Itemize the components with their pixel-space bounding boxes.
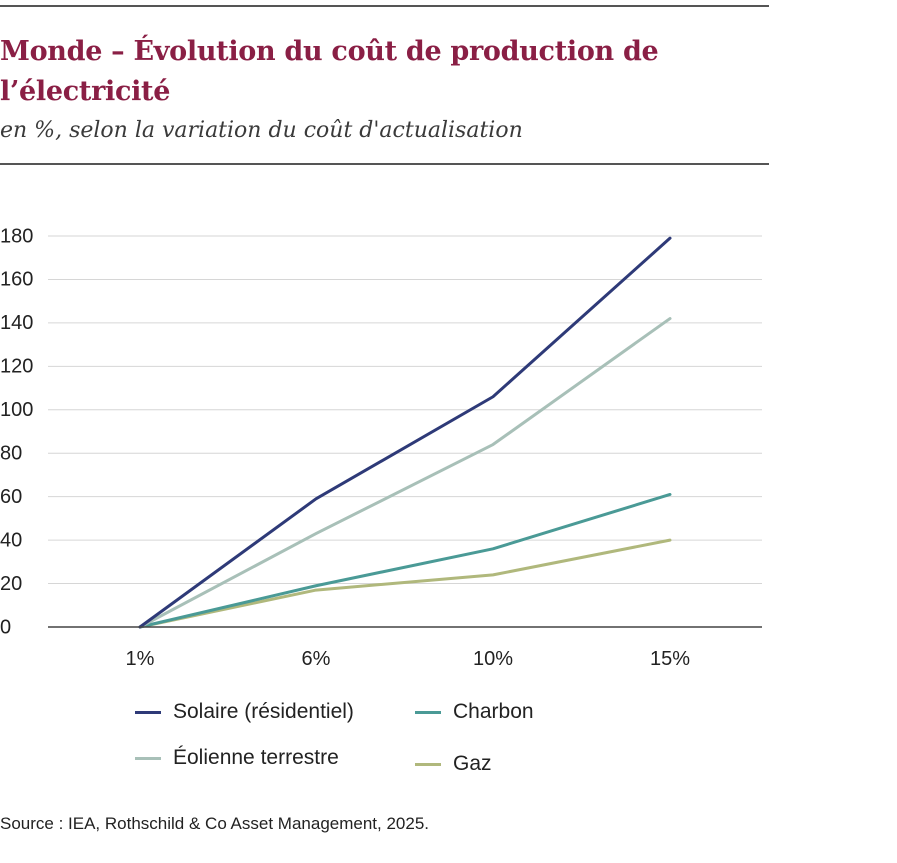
y-tick-label: 80 [0,443,22,465]
series-line [138,492,672,629]
legend-label-solaire: Solaire (résidentiel) [173,700,354,723]
chart-title: Monde – Évolution du coût de production … [0,36,659,107]
series-line [138,538,672,629]
y-tick-label: 140 [0,312,33,334]
legend-item-eolienne: Éolienne terrestre [135,746,339,770]
x-tick-label: 15% [650,648,690,670]
header-rule [0,163,769,165]
legend-item-gaz: Gaz [415,752,492,776]
x-tick-label: 1% [126,648,155,670]
legend-swatch-solaire [135,710,161,714]
y-tick-label: 180 [0,225,33,247]
legend-label-charbon: Charbon [453,700,534,723]
legend-swatch-charbon [415,710,441,714]
y-tick-label: 100 [0,399,33,421]
series-line [138,317,672,629]
legend: Solaire (résidentiel) Charbon Éolienne t… [135,700,655,790]
source-note: Source : IEA, Rothschild & Co Asset Mana… [0,814,430,833]
y-tick-label: 60 [0,486,22,508]
legend-swatch-gaz [415,762,441,766]
y-tick-label: 40 [0,529,22,551]
legend-item-solaire: Solaire (résidentiel) [135,700,354,724]
legend-label-eolienne: Éolienne terrestre [173,746,339,769]
line-chart: 0 20 40 60 80 100 120 140 160 180 1% 6% 10% 15% [0,225,762,670]
x-tick-label: 6% [302,648,331,670]
y-tick-label: 0 [0,616,11,638]
top-rule [0,5,769,7]
y-tick-label: 20 [0,573,22,595]
series-line [138,236,672,629]
y-tick-label: 120 [0,356,33,378]
y-tick-label: 160 [0,269,33,291]
x-tick-label: 10% [473,648,513,670]
legend-item-charbon: Charbon [415,700,534,724]
legend-label-gaz: Gaz [453,752,492,775]
y-axis-ticks: 0 20 40 60 80 100 120 140 160 180 [0,225,33,638]
series-lines [138,236,672,629]
chart-subtitle: en %, selon la variation du coût d'actua… [0,118,523,143]
legend-swatch-eolienne [135,756,161,760]
x-axis-ticks: 1% 6% 10% 15% [126,648,691,670]
gridlines [48,235,762,585]
